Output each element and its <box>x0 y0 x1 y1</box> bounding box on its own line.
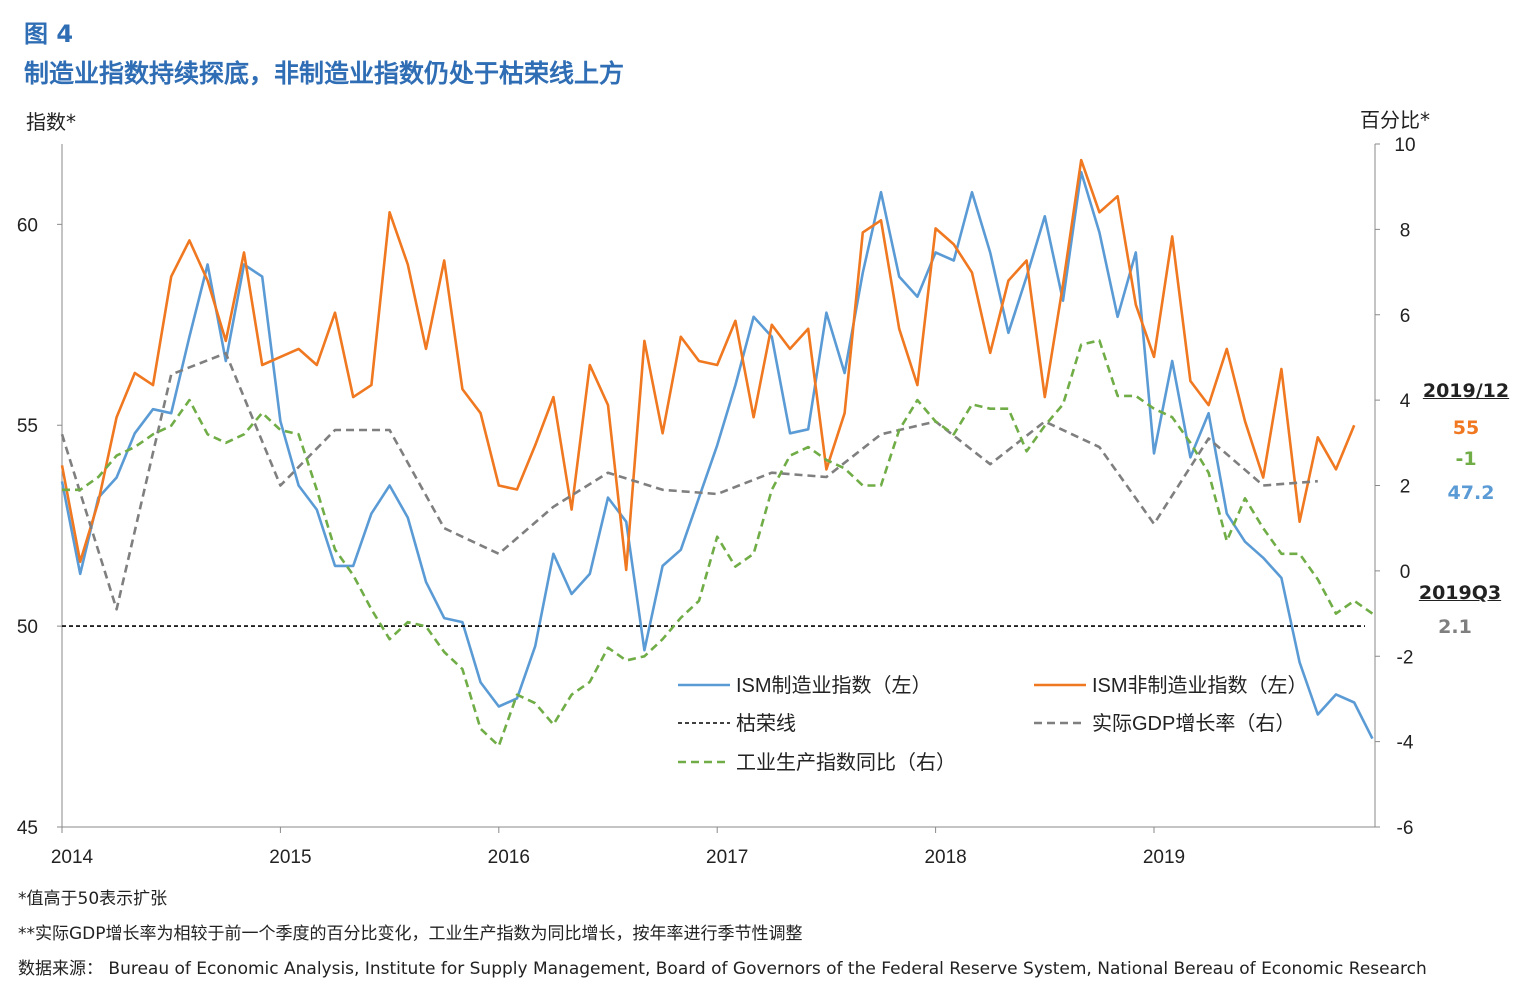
x-tick-label: 2018 <box>924 847 966 868</box>
right-tick-label: 10 <box>1394 135 1415 156</box>
legend-label-0: ISM制造业指数（左） <box>736 674 932 697</box>
figure-title: 制造业指数持续探底，非制造业指数仍处于枯荣线上方 <box>24 59 625 88</box>
right-tick-label: 0 <box>1400 562 1411 583</box>
legend-label-2: 枯荣线 <box>736 712 796 735</box>
left-tick-label: 60 <box>17 215 38 236</box>
legend-label-1: ISM非制造业指数（左） <box>1092 674 1308 697</box>
right-tick-label: 8 <box>1400 220 1411 241</box>
x-tick-label: 2019 <box>1143 847 1185 868</box>
left-tick-label: 55 <box>17 416 38 437</box>
footnote-definitions: **实际GDP增长率为相较于前一个季度的百分比变化，工业生产指数为同比增长，按年… <box>18 924 803 944</box>
callout-industrial-value: -1 <box>1455 448 1477 470</box>
right-axis-unit: 百分比* <box>1360 108 1430 132</box>
left-tick-label: 45 <box>17 818 38 839</box>
callout-ism-mfg-value: 47.2 <box>1447 482 1495 504</box>
x-tick-label: 2014 <box>51 847 94 868</box>
left-axis-unit: 指数* <box>26 110 76 134</box>
right-tick-label: 6 <box>1400 306 1411 327</box>
right-tick-label: -4 <box>1397 733 1414 754</box>
callout-gdp-value: 2.1 <box>1438 616 1472 638</box>
callout-gdp-date: 2019Q3 <box>1418 582 1502 604</box>
callout-ism-nonmfg-value: 55 <box>1452 417 1480 439</box>
left-tick-label: 50 <box>17 617 38 638</box>
series-line-1 <box>60 158 1356 572</box>
series-line-0 <box>60 170 1374 740</box>
data-source: 数据来源： Bureau of Economic Analysis, Insti… <box>18 959 1427 979</box>
series-line-4 <box>62 339 1374 748</box>
x-tick-label: 2015 <box>269 847 311 868</box>
callout-monthly-date: 2019/12 <box>1422 380 1510 402</box>
right-tick-label: 2 <box>1400 477 1411 498</box>
figure-label: 图 4 <box>24 20 74 48</box>
right-tick-label: -6 <box>1397 818 1414 839</box>
x-tick-label: 2016 <box>488 847 530 868</box>
footnote-expansion: *值高于50表示扩张 <box>18 889 168 909</box>
right-tick-label: 4 <box>1400 391 1411 412</box>
x-tick-label: 2017 <box>706 847 748 868</box>
series-line-3 <box>60 351 1318 611</box>
legend-label-4: 工业生产指数同比（右） <box>736 751 956 774</box>
legend-label-3: 实际GDP增长率（右） <box>1092 712 1295 735</box>
right-tick-label: -2 <box>1397 647 1414 668</box>
